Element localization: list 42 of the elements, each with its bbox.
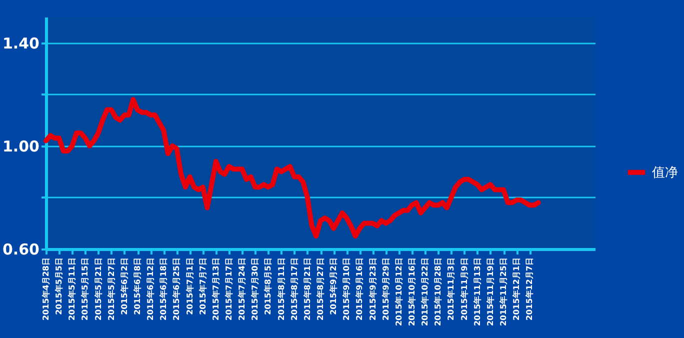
x-tick-label: 2015年7月30日 (250, 258, 260, 320)
x-tick-label: 2015年8月27日 (316, 258, 325, 320)
x-tick-label: 2015年11月19日 (486, 258, 495, 326)
x-tick-label: 2015年11月9日 (460, 258, 469, 320)
x-tick-label: 2015年10月22日 (420, 258, 430, 326)
x-tick-label: 2015年10月28日 (434, 258, 443, 326)
x-tick-label: 2015年9月29日 (381, 258, 390, 320)
x-tick-label: 2015年6月2日 (120, 258, 129, 315)
x-tick-label: 2015年7月1日 (185, 258, 194, 315)
x-tick-label: 2015年10月12日 (394, 258, 404, 326)
x-tick-label: 2015年11月25日 (499, 258, 508, 326)
x-tick-label: 2015年4月28日 (42, 258, 50, 320)
y-tick-label: 1.40 (2, 34, 40, 52)
x-tick-label: 2015年11月3日 (446, 258, 456, 320)
x-tick-label: 2015年7月24日 (238, 258, 247, 320)
x-tick-label: 2015年8月21日 (302, 258, 312, 320)
x-tick-label: 2015年7月17日 (224, 258, 234, 320)
x-tick-label: 2015年11月13日 (472, 258, 482, 326)
x-tick-label: 2015年8月5日 (264, 258, 273, 315)
x-tick-label: 2015年5月27日 (106, 258, 116, 320)
x-tick-label: 2015年5月15日 (80, 258, 90, 320)
y-tick-label: 1.00 (2, 137, 40, 156)
x-tick-label: 2015年9月23日 (368, 258, 378, 320)
x-tick-label: 2015年6月12日 (146, 258, 156, 320)
x-tick-label: 2015年6月25日 (172, 258, 182, 320)
x-tick-label: 2015年7月13日 (211, 258, 220, 320)
x-tick-label: 2015年12月7日 (525, 258, 534, 320)
x-tick-label: 2015年7月7日 (198, 258, 208, 315)
x-tick-label: 2015年12月1日 (512, 258, 522, 320)
y-tick-label: 0.60 (2, 240, 40, 258)
x-tick-label: 2015年9月10日 (342, 258, 352, 320)
x-tick-label: 2015年5月5日 (54, 258, 64, 315)
legend-label: 值净 (652, 165, 678, 180)
x-tick-label: 2015年6月8日 (133, 258, 142, 315)
x-tick-label: 2015年8月11日 (276, 258, 286, 320)
x-tick-label: 2015年8月17日 (290, 258, 299, 320)
x-tick-label: 2015年6月18日 (159, 258, 168, 320)
x-tick-label: 2015年9月2日 (329, 258, 338, 315)
x-tick-label: 2015年9月16日 (355, 258, 364, 320)
x-tick-label: 2015年10月16日 (408, 258, 416, 326)
x-tick-label: 2015年5月21日 (94, 258, 103, 320)
x-tick-label: 2015年5月11日 (68, 258, 77, 320)
